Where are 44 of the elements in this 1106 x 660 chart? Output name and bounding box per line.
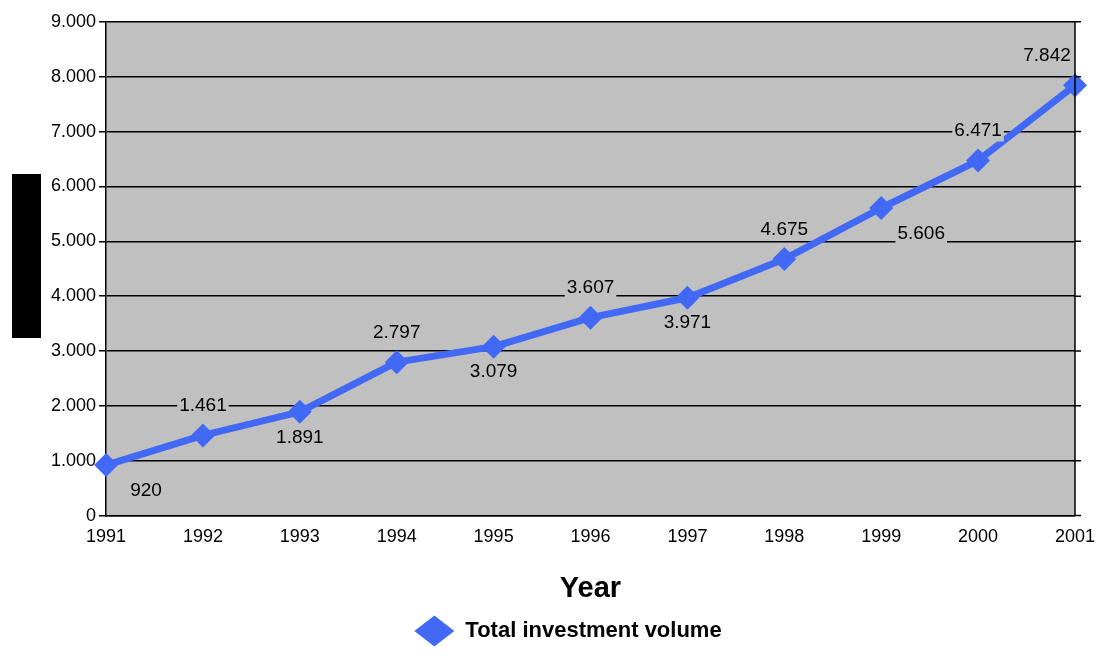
- point: [287, 399, 312, 424]
- data-label: 1.891: [276, 425, 324, 447]
- point: [869, 196, 894, 221]
- point: [481, 334, 506, 359]
- y-tick-label: 9.000: [51, 10, 97, 31]
- y-tick-label: 1.000: [51, 449, 97, 470]
- x-tick-label: 2001: [1054, 526, 1095, 547]
- x-tick-label: 1995: [473, 526, 514, 547]
- data-label: 3.607: [566, 276, 615, 298]
- x-tick-label: 1991: [86, 526, 127, 547]
- point: [578, 305, 603, 330]
- x-tick-label: 1992: [182, 526, 223, 547]
- point: [384, 350, 409, 375]
- data-label: 3.971: [663, 311, 712, 333]
- data-label: 2.797: [372, 320, 421, 342]
- x-tick-label: 1998: [764, 526, 805, 547]
- x-tick-label: 1999: [861, 526, 902, 547]
- point: [190, 423, 215, 448]
- point: [772, 247, 797, 272]
- y-tick-label: 5.000: [51, 230, 97, 251]
- y-tick-label: 8.000: [51, 65, 97, 86]
- data-label: 1.461: [179, 394, 227, 416]
- y-tick-label: 7.000: [51, 120, 97, 141]
- x-tick-label: 1993: [279, 526, 320, 547]
- data-label: 4.675: [760, 217, 809, 239]
- point: [966, 148, 991, 173]
- data-label: 920: [130, 478, 162, 500]
- x-tick-label: 2000: [958, 526, 999, 547]
- y-tick-label: 3.000: [51, 339, 97, 360]
- data-label: 5.606: [897, 221, 945, 243]
- legend-label: Total investment volume: [465, 617, 722, 643]
- point: [94, 453, 119, 478]
- y-tick-label: 2.000: [51, 394, 97, 415]
- x-axis-title: Year: [559, 570, 622, 603]
- data-label: 6.471: [954, 119, 1002, 141]
- point: [675, 285, 700, 310]
- data-label: 7.842: [1023, 44, 1071, 66]
- y-tick-label: 4.000: [51, 285, 97, 306]
- x-tick-label: 1997: [667, 526, 708, 547]
- y-tick-label: 0: [86, 504, 97, 525]
- x-tick-label: 1994: [376, 526, 417, 547]
- y-tick-label: 6.000: [51, 175, 97, 196]
- x-tick-label: 1996: [570, 526, 611, 547]
- data-label: 3.079: [469, 360, 518, 382]
